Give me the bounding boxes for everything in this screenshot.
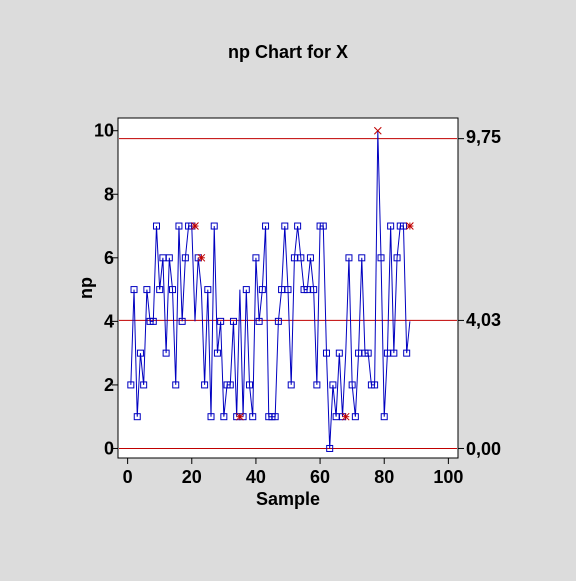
- y-tick-label: 2: [104, 375, 114, 395]
- x-tick-label: 80: [374, 467, 394, 487]
- y-tick-label: 8: [104, 184, 114, 204]
- out-of-control-point: [342, 413, 349, 420]
- chart-title: np Chart for X: [228, 42, 348, 62]
- x-tick-label: 40: [246, 467, 266, 487]
- x-tick-label: 100: [433, 467, 463, 487]
- y-tick-label: 0: [104, 438, 114, 458]
- x-axis-label: Sample: [256, 489, 320, 509]
- out-of-control-point: [191, 223, 198, 230]
- ucl-label: 9,75: [466, 127, 501, 147]
- y-axis-label: np: [76, 277, 96, 299]
- y-tick-label: 6: [104, 248, 114, 268]
- out-of-control-point: [198, 254, 205, 261]
- y-tick-label: 10: [94, 121, 114, 141]
- y-tick-label: 4: [104, 311, 114, 331]
- lcl-label: 0,00: [466, 439, 501, 459]
- out-of-control-point: [236, 413, 243, 420]
- x-tick-label: 60: [310, 467, 330, 487]
- center-label: 4,03: [466, 310, 501, 330]
- x-tick-label: 20: [182, 467, 202, 487]
- out-of-control-point: [406, 223, 413, 230]
- x-tick-label: 0: [123, 467, 133, 487]
